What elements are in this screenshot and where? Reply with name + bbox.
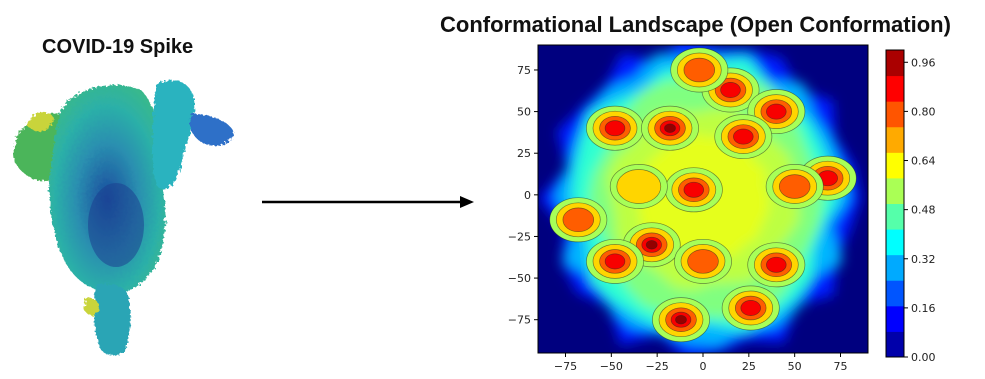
colorbar-tick-label: 0.00 [911,351,936,364]
y-tick-label: 25 [517,147,531,160]
colorbar-band [886,50,904,77]
colorbar-band [886,75,904,102]
x-tick-label: 0 [700,360,707,373]
colorbar-band [886,229,904,256]
colorbar: 0.96 0.80 0.64 0.48 0.32 0.16 0.00 [885,49,936,364]
peak-contour [664,123,676,133]
peak-contour [616,169,662,204]
peak-contour [766,103,787,120]
energy-peak [586,238,644,284]
x-tick-label: 50 [788,360,802,373]
y-tick-label: −75 [508,314,531,327]
y-tick-label: 0 [524,189,531,202]
peak-contour [604,253,626,270]
colorbar-tick-label: 0.64 [911,155,936,168]
landscape-title: Conformational Landscape (Open Conformat… [440,12,951,37]
y-tick-label: 50 [517,106,531,119]
energy-peak [652,297,710,343]
colorbar-band [886,305,904,332]
energy-peak [609,164,668,209]
peak-contour [645,240,658,250]
energy-peak [622,222,681,268]
x-tick-label: 75 [834,360,848,373]
transition-arrow [262,196,474,208]
energy-peak [747,242,806,288]
peak-contour [740,300,761,316]
colorbar-tick-label: 0.80 [911,105,936,118]
peak-contour [778,174,811,199]
energy-peak [549,197,608,243]
peak-contour [683,57,716,83]
peak-contour [687,249,719,274]
energy-peak [714,114,773,160]
energy-peak [721,285,780,331]
peak-contour [675,315,687,325]
peak-contour [683,181,705,198]
x-tick-label: −25 [646,360,669,373]
colorbar-band [886,280,904,307]
colorbar-tick-label: 0.96 [911,56,936,69]
energy-peak [765,164,824,209]
spike-protein-illustration [13,80,234,356]
x-tick-label: −75 [554,360,577,373]
protein-title: COVID-19 Spike [42,36,194,58]
colorbar-tick-label: 0.48 [911,204,936,217]
energy-peak [641,105,699,151]
energy-peak [586,105,644,151]
colorbar-tick-label: 0.32 [911,253,936,266]
peak-contour [604,120,626,137]
colorbar-band [886,331,904,358]
colorbar-band [886,152,904,179]
y-tick-label: −25 [508,230,531,243]
colorbar-tick-label: 0.16 [911,302,936,315]
colorbar-band [886,101,904,128]
colorbar-band [886,177,904,204]
peak-contour [720,82,741,98]
y-tick-label: 75 [517,64,531,77]
energy-peak [670,47,729,93]
colorbar-band [886,254,904,281]
energy-peak [664,167,723,213]
peak-contour [733,128,754,145]
peak-contour [766,256,787,273]
y-tick-label: −50 [508,272,531,285]
peak-contour [562,207,595,233]
x-tick-label: −50 [600,360,623,373]
colorbar-band [886,126,904,153]
x-tick-label: 25 [742,360,756,373]
colorbar-band [886,203,904,230]
landscape-plot: −75 −50 −25 0 25 50 75 75 50 25 0 −25 −50 −75 [508,44,869,373]
energy-peak [674,238,732,284]
